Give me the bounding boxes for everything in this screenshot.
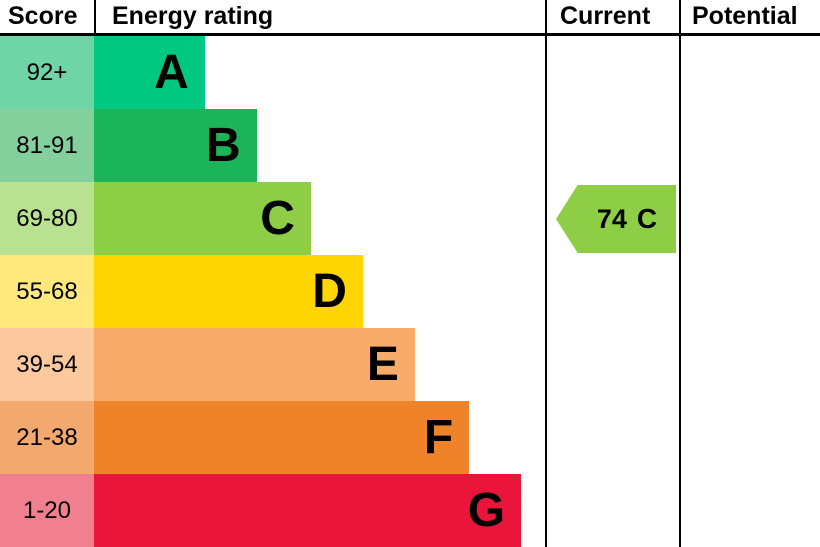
band-letter-d: D: [312, 264, 347, 318]
band-letter-e: E: [366, 337, 399, 391]
band-bar-g: G: [94, 474, 522, 547]
score-range-c: 69-80: [0, 182, 94, 255]
current-column-divider: [545, 0, 547, 547]
band-area-e: E: [94, 328, 546, 401]
band-area-c: C: [94, 182, 546, 255]
band-bar-f: F: [94, 401, 470, 474]
band-rows: 92+ A 81-91 B 69-80 C 5: [0, 36, 546, 547]
band-row-b: 81-91 B: [0, 109, 546, 182]
band-letter-g: G: [467, 483, 506, 537]
current-rating-marker: 74 C: [556, 185, 676, 253]
band-bar-b: B: [94, 109, 257, 182]
band-row-g: 1-20 G: [0, 474, 546, 547]
band-row-c: 69-80 C: [0, 182, 546, 255]
band-area-a: A: [94, 36, 546, 109]
band-area-f: F: [94, 401, 546, 474]
band-letter-f: F: [423, 410, 454, 464]
band-bar-e: E: [94, 328, 415, 401]
band-row-a: 92+ A: [0, 36, 546, 109]
header-potential: Potential: [692, 2, 798, 30]
score-range-f: 21-38: [0, 401, 94, 474]
band-letter-a: A: [154, 45, 189, 99]
header-energy-rating: Energy rating: [94, 0, 546, 33]
table-header: Score Energy rating Current Potential: [0, 0, 820, 36]
band-row-f: 21-38 F: [0, 401, 546, 474]
band-bar-a: A: [94, 36, 205, 109]
band-bar-c: C: [94, 182, 311, 255]
band-area-b: B: [94, 109, 546, 182]
band-letter-c: C: [260, 191, 295, 245]
header-score: Score: [8, 2, 78, 30]
current-rating-band-letter: C: [636, 203, 658, 234]
band-row-d: 55-68 D: [0, 255, 546, 328]
header-current: Current: [560, 2, 651, 30]
score-range-a: 92+: [0, 36, 94, 109]
band-letter-b: B: [206, 118, 241, 172]
band-area-g: G: [94, 474, 546, 547]
band-row-e: 39-54 E: [0, 328, 546, 401]
potential-column-divider: [679, 0, 681, 547]
score-range-d: 55-68: [0, 255, 94, 328]
score-range-e: 39-54: [0, 328, 94, 401]
score-range-b: 81-91: [0, 109, 94, 182]
score-range-g: 1-20: [0, 474, 94, 547]
band-bar-d: D: [94, 255, 363, 328]
current-rating-value: 74: [596, 203, 627, 234]
band-area-d: D: [94, 255, 546, 328]
